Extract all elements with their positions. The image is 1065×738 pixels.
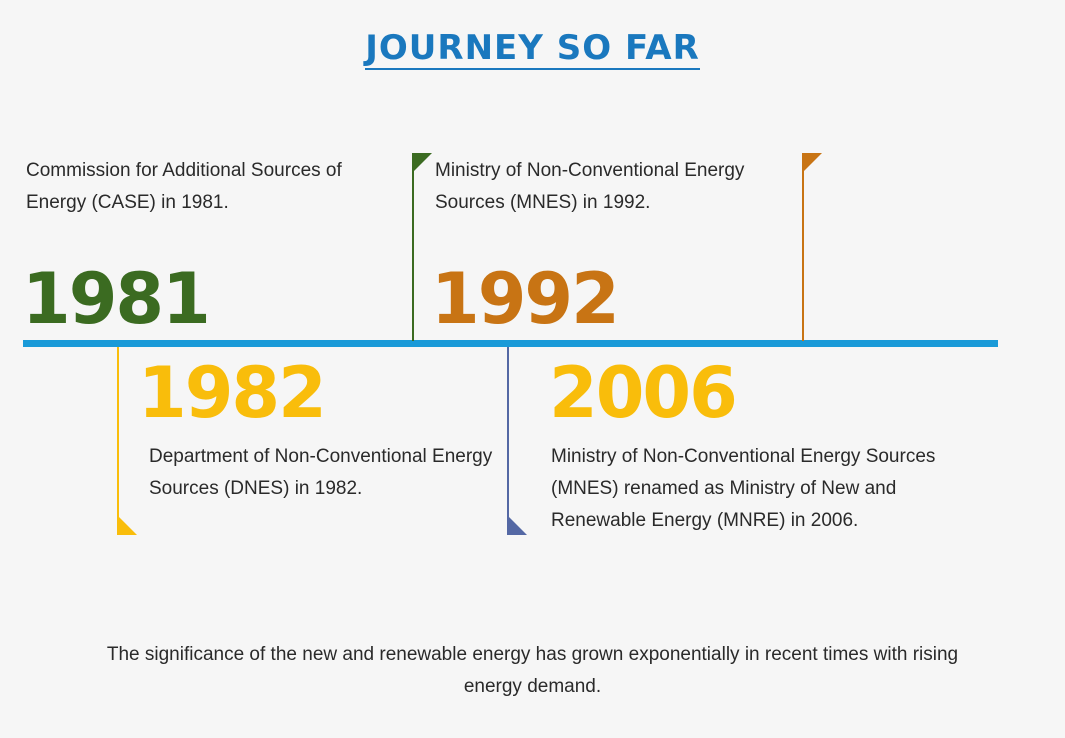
flag-pole-1982 [117, 347, 119, 535]
footer-text: The significance of the new and renewabl… [106, 644, 959, 697]
flag-pole-end [802, 153, 804, 341]
flag-1992-icon [412, 153, 432, 173]
event-1992-year: 1992 [431, 258, 620, 340]
flag-end-icon [802, 153, 822, 173]
event-1992-description: Ministry of Non-Conventional Energy Sour… [435, 160, 745, 213]
event-1982-year: 1982 [138, 352, 327, 434]
flag-2006-icon [507, 515, 527, 535]
event-1981-description: Commission for Additional Sources of Ene… [26, 160, 342, 213]
timeline-axis [23, 340, 998, 347]
event-1982-description: Department of Non-Conventional Energy So… [149, 446, 493, 499]
event-2006-description: Ministry of Non-Conventional Energy Sour… [551, 446, 936, 531]
event-1981-year: 1981 [22, 258, 211, 340]
event-2006-year: 2006 [549, 352, 738, 434]
page-title-container: JOURNEY SO FAR [0, 28, 1065, 70]
flag-1982-icon [117, 515, 137, 535]
flag-pole-2006 [507, 347, 509, 535]
page-title: JOURNEY SO FAR [365, 28, 700, 70]
flag-pole-1992 [412, 153, 414, 341]
